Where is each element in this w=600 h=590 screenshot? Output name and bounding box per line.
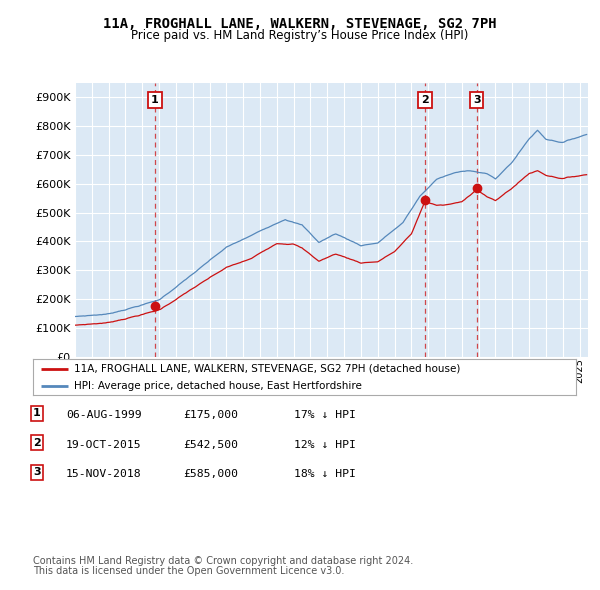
Text: 17% ↓ HPI: 17% ↓ HPI — [294, 410, 356, 420]
Text: 19-OCT-2015: 19-OCT-2015 — [66, 440, 142, 450]
Text: Price paid vs. HM Land Registry’s House Price Index (HPI): Price paid vs. HM Land Registry’s House … — [131, 30, 469, 42]
Text: 1: 1 — [33, 408, 41, 418]
Text: £542,500: £542,500 — [183, 440, 238, 450]
Text: £175,000: £175,000 — [183, 410, 238, 420]
Text: 15-NOV-2018: 15-NOV-2018 — [66, 469, 142, 479]
Text: 1: 1 — [151, 95, 159, 105]
Text: This data is licensed under the Open Government Licence v3.0.: This data is licensed under the Open Gov… — [33, 566, 344, 576]
Text: 3: 3 — [33, 467, 41, 477]
Text: 2: 2 — [421, 95, 429, 105]
Text: 06-AUG-1999: 06-AUG-1999 — [66, 410, 142, 420]
Text: HPI: Average price, detached house, East Hertfordshire: HPI: Average price, detached house, East… — [74, 381, 362, 391]
Text: £585,000: £585,000 — [183, 469, 238, 479]
Text: Contains HM Land Registry data © Crown copyright and database right 2024.: Contains HM Land Registry data © Crown c… — [33, 556, 413, 566]
Text: 2: 2 — [33, 438, 41, 448]
Text: 11A, FROGHALL LANE, WALKERN, STEVENAGE, SG2 7PH (detached house): 11A, FROGHALL LANE, WALKERN, STEVENAGE, … — [74, 363, 460, 373]
Text: 11A, FROGHALL LANE, WALKERN, STEVENAGE, SG2 7PH: 11A, FROGHALL LANE, WALKERN, STEVENAGE, … — [103, 17, 497, 31]
Text: 12% ↓ HPI: 12% ↓ HPI — [294, 440, 356, 450]
Text: 3: 3 — [473, 95, 481, 105]
Text: 18% ↓ HPI: 18% ↓ HPI — [294, 469, 356, 479]
